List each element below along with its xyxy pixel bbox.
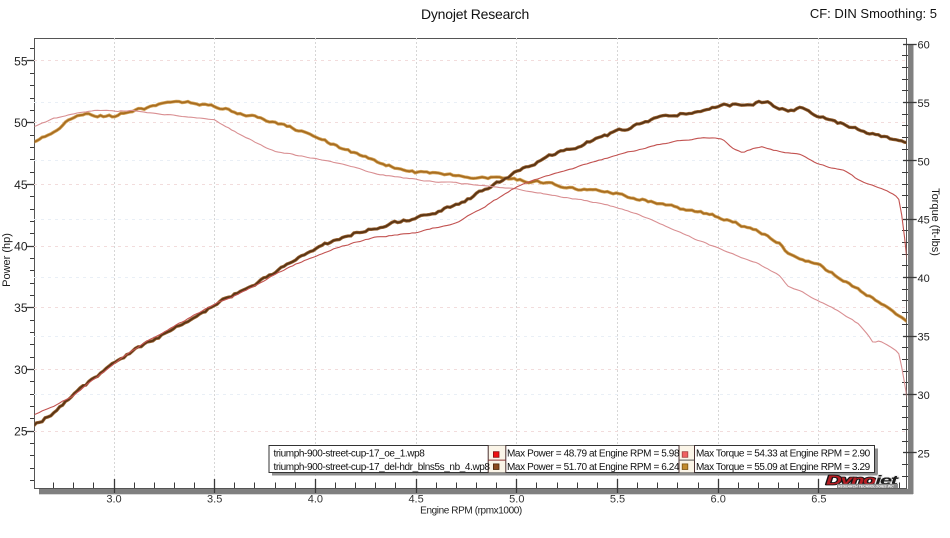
svg-text:6.5: 6.5 [811,494,826,506]
svg-text:Max Power = 51.70 at Engine RP: Max Power = 51.70 at Engine RPM = 6.24 [507,462,680,473]
svg-text:Engine RPM (rpmx1000): Engine RPM (rpmx1000) [420,506,522,517]
svg-text:50: 50 [14,116,28,130]
svg-text:5.0: 5.0 [509,494,524,506]
svg-text:5.5: 5.5 [610,494,625,506]
svg-text:45: 45 [14,178,28,192]
svg-text:4.5: 4.5 [408,494,423,506]
svg-text:Torque (ft-lbs): Torque (ft-lbs) [929,188,941,256]
svg-text:triumph-900-street-cup-17_oe_1: triumph-900-street-cup-17_oe_1.wp8 [274,449,426,460]
svg-text:30: 30 [14,363,28,377]
svg-text:Power (hp): Power (hp) [1,233,13,287]
svg-text:45: 45 [918,215,930,227]
svg-text:40: 40 [14,240,28,254]
svg-text:55: 55 [14,55,28,69]
svg-text:50: 50 [918,156,930,168]
svg-text:Max Torque = 54.33 at Engine R: Max Torque = 54.33 at Engine RPM = 2.90 [696,449,871,460]
svg-text:6.0: 6.0 [711,494,726,506]
svg-text:3.0: 3.0 [106,494,121,506]
svg-text:35: 35 [14,301,28,315]
svg-text:Max Power = 48.79 at Engine RP: Max Power = 48.79 at Engine RPM = 5.98 [507,449,680,460]
svg-text:Max Torque = 55.09 at Engine R: Max Torque = 55.09 at Engine RPM = 3.29 [696,462,871,473]
svg-text:25: 25 [14,425,28,439]
svg-text:30: 30 [918,390,930,402]
svg-text:CF: DIN Smoothing: 5: CF: DIN Smoothing: 5 [810,6,937,21]
svg-text:55: 55 [918,98,930,110]
svg-text:jet: jet [873,473,899,487]
svg-text:Dynojet Research: Dynojet Research [421,6,529,22]
svg-text:4.0: 4.0 [308,494,323,506]
svg-text:40: 40 [918,273,930,285]
svg-text:60: 60 [918,40,930,52]
svg-text:35: 35 [918,332,930,344]
svg-text:triumph-900-street-cup-17_del-: triumph-900-street-cup-17_del-hdr_blns5s… [274,462,491,473]
svg-text:25: 25 [918,448,930,460]
svg-text:3.5: 3.5 [207,494,222,506]
svg-text:RESEARCH TECHNOLOGIES INC: RESEARCH TECHNOLOGIES INC [838,485,894,489]
